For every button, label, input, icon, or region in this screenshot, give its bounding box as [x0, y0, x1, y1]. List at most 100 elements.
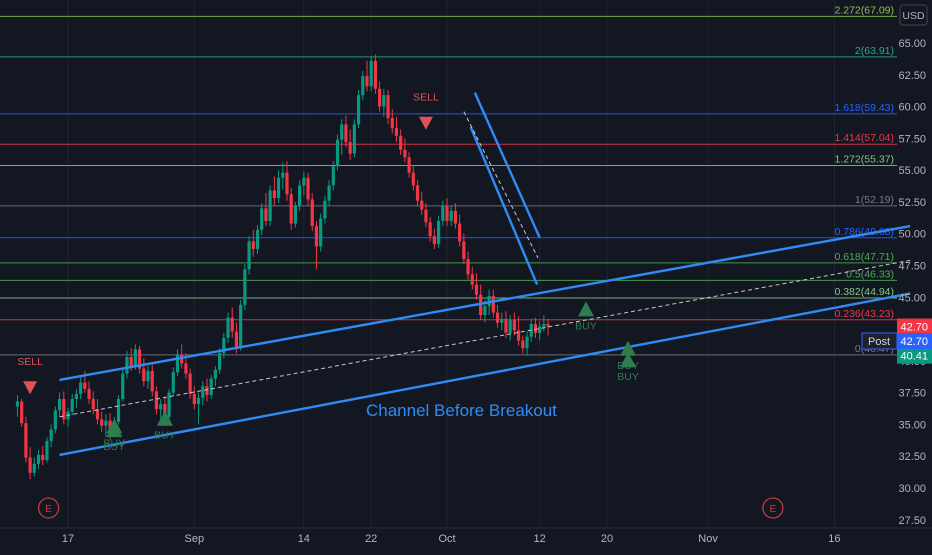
candle-body — [49, 429, 53, 441]
buy-signal-label: BUY — [617, 371, 639, 383]
candle-body — [133, 349, 137, 366]
channel-annotation: Channel Before Breakout — [366, 401, 557, 420]
price-tick-label: 47.50 — [898, 261, 926, 273]
candle-body — [251, 241, 255, 249]
post-market-badge — [897, 333, 932, 349]
time-axis[interactable]: 17 Sep 14 22 Oct 12 20 Nov 16 — [0, 527, 932, 545]
buy-signal-arrow — [577, 301, 594, 317]
fib-level-label: 1.414(57.04) — [834, 132, 894, 144]
buy-signal-arrow — [620, 340, 637, 356]
candle-body — [306, 177, 310, 200]
candle-body — [281, 172, 285, 178]
candle-body — [361, 76, 365, 96]
candle-body — [209, 378, 213, 396]
candle-body — [512, 320, 516, 331]
time-tick-label: 14 — [298, 533, 310, 545]
candle-body — [525, 336, 529, 349]
earnings-marker[interactable] — [762, 497, 784, 519]
candle-body — [445, 205, 449, 221]
earnings-marker-label: E — [770, 504, 777, 515]
fib-level-label: 1(52.19) — [855, 194, 894, 206]
candle-body — [196, 397, 201, 405]
candle-body — [142, 368, 146, 382]
candle-body — [449, 210, 453, 221]
candle-body — [24, 423, 28, 458]
currency-badge[interactable]: USD — [899, 4, 928, 26]
price-tick-label: 60.00 — [898, 102, 926, 114]
candle-body — [411, 172, 415, 186]
candle-body — [441, 205, 445, 221]
candle-body — [243, 269, 247, 305]
fib-level-label: 0.618(47.71) — [834, 251, 894, 263]
candles — [15, 54, 550, 480]
channel-line[interactable] — [473, 92, 541, 239]
candle-body — [323, 200, 327, 219]
candle-body — [87, 388, 91, 399]
candle-body — [373, 60, 378, 89]
candle-body — [466, 259, 470, 275]
sell-signal-arrow — [418, 116, 433, 130]
candle-body — [192, 393, 196, 405]
fib-level-label: 2(63.91) — [855, 45, 894, 57]
candle-body — [420, 200, 424, 210]
candle-body — [83, 382, 87, 389]
earnings-marker[interactable] — [37, 497, 60, 519]
candle-body — [382, 95, 386, 107]
candle-body — [36, 454, 41, 464]
fib-level-label: 0.382(44.94) — [834, 286, 894, 298]
candle-body — [516, 330, 521, 341]
candle-body — [356, 95, 361, 125]
candle-body — [137, 349, 142, 369]
candle-body — [125, 357, 129, 374]
candle-body — [491, 296, 495, 313]
candle-body — [260, 208, 264, 230]
candle-body — [264, 208, 268, 221]
sell-signal-label: SELL — [17, 356, 43, 368]
candle-body — [272, 190, 276, 199]
candle-body — [424, 209, 428, 223]
candle-body — [79, 382, 83, 394]
candle-body — [159, 404, 163, 410]
channel-line[interactable] — [469, 126, 539, 286]
candle-body — [458, 223, 462, 242]
support-price-value: 40.41 — [900, 351, 928, 363]
candle-body — [378, 88, 382, 107]
price-tick-label: 32.50 — [898, 451, 926, 463]
support-price-badge — [897, 347, 932, 364]
candle-body — [508, 320, 512, 333]
fib-level-label: 0.236(43.23) — [834, 308, 894, 320]
channel-line[interactable] — [59, 292, 911, 457]
candle-body — [205, 386, 209, 396]
channel-line[interactable] — [59, 224, 911, 382]
candle-body — [394, 128, 399, 136]
buy-signal-arrow — [106, 422, 123, 438]
candle-body — [500, 318, 504, 323]
trend-channel-lines — [59, 92, 911, 457]
trade-signals: SELLBUYBUYBUYSELLBUYBUYBUY — [17, 92, 639, 453]
candle-body — [432, 236, 436, 244]
candle-body — [533, 323, 538, 333]
price-tick-label: 50.00 — [898, 229, 926, 241]
fib-level-label: 1.272(55.37) — [834, 153, 894, 165]
candle-body — [163, 404, 167, 417]
earnings-marker-label: E — [45, 504, 52, 515]
candle-body — [45, 440, 49, 461]
buy-signal-arrow — [156, 410, 173, 426]
candle-body — [390, 118, 394, 129]
candle-body — [213, 369, 217, 379]
fib-level-label: 1.618(59.43) — [834, 102, 894, 114]
candle-body — [293, 205, 297, 224]
candle-body — [268, 190, 272, 221]
time-tick-label: 17 — [62, 533, 74, 545]
candle-body — [302, 177, 306, 186]
candle-body — [453, 210, 458, 224]
candle-body — [504, 318, 508, 333]
currency-box[interactable] — [899, 4, 928, 26]
buy-signal-label: BUY — [104, 437, 126, 449]
channel-midline[interactable] — [463, 111, 539, 259]
candle-body — [218, 353, 222, 370]
candle-body — [255, 229, 260, 249]
